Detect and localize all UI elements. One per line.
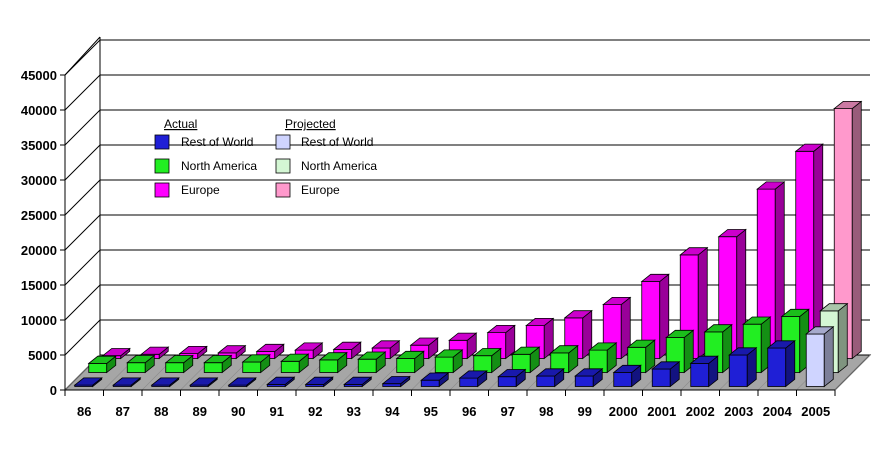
y-tick-label: 20000	[21, 243, 57, 258]
bar-rest-of-world-2003	[728, 346, 758, 388]
x-tick-label: 97	[501, 404, 515, 419]
y-tick-label: 45000	[21, 68, 57, 83]
bar-rest-of-world-92	[304, 376, 334, 388]
bar-north-america-96	[472, 347, 502, 374]
x-tick-label: 96	[462, 404, 476, 419]
x-tick-label: 92	[308, 404, 322, 419]
legend-swatch-actual	[154, 182, 170, 198]
bar-rest-of-world-2002	[689, 355, 719, 388]
bar-north-america-95	[434, 349, 464, 374]
bar-rest-of-world-96	[458, 370, 488, 388]
bar-north-america-86	[87, 355, 117, 374]
bar-north-america-90	[241, 353, 271, 374]
legend-swatch-projected	[275, 182, 291, 198]
bar-north-america-92	[318, 351, 348, 374]
bar-north-america-89	[203, 354, 233, 374]
x-tick-label: 91	[270, 404, 284, 419]
legend-actual-header: Actual	[164, 117, 197, 131]
bar-rest-of-world-89	[189, 377, 219, 388]
x-tick-label: 90	[231, 404, 245, 419]
legend-label-projected: North America	[301, 159, 377, 173]
bar-rest-of-world-99	[574, 367, 604, 388]
bar-rest-of-world-90	[227, 377, 257, 388]
x-tick-label: 2002	[686, 404, 715, 419]
legend-label-projected: Rest of World	[301, 135, 373, 149]
x-tick-label: 93	[347, 404, 361, 419]
bar-north-america-97	[511, 346, 541, 374]
legend-label-actual: North America	[181, 159, 257, 173]
bar-rest-of-world-2005	[805, 325, 835, 388]
x-tick-label: 2004	[763, 404, 793, 419]
y-axis: 0 5000 10000 15000 20000 25000 30000 35000 40000…	[21, 68, 66, 398]
bar-rest-of-world-91	[266, 376, 296, 388]
x-tick-label: 94	[385, 404, 400, 419]
bar-rest-of-world-93	[343, 376, 373, 388]
bar-rest-of-world-86	[73, 377, 103, 388]
bar-rest-of-world-88	[150, 377, 180, 388]
y-tick-label: 15000	[21, 278, 57, 293]
legend-swatch-actual	[154, 158, 170, 174]
bar-north-america-94	[395, 350, 425, 374]
y-tick-label: 40000	[21, 103, 57, 118]
bar-north-america-98	[549, 344, 579, 374]
x-tick-label: 87	[116, 404, 130, 419]
x-tick-label: 89	[193, 404, 207, 419]
bar-europe-96	[486, 324, 516, 360]
y-tick-label: 30000	[21, 173, 57, 188]
x-tick-label: 2001	[647, 404, 676, 419]
x-tick-label: 99	[578, 404, 592, 419]
legend-swatch-actual	[154, 134, 170, 150]
x-tick-label: 95	[424, 404, 438, 419]
bar-europe-2004	[794, 143, 824, 360]
bar-north-america-91	[280, 353, 310, 374]
bar-rest-of-world-94	[381, 375, 411, 388]
bar-rest-of-world-87	[112, 377, 142, 388]
bar-rest-of-world-97	[497, 368, 527, 388]
x-tick-label: 2000	[609, 404, 638, 419]
bar-north-america-87	[126, 354, 156, 374]
bar-north-america-88	[164, 354, 194, 374]
y-tick-label: 25000	[21, 208, 57, 223]
x-tick-label: 2005	[801, 404, 830, 419]
x-tick-label: 86	[77, 404, 91, 419]
y-tick-label: 35000	[21, 138, 57, 153]
bar-north-america-99	[588, 342, 618, 374]
legend-swatch-projected	[275, 134, 291, 150]
legend-projected-header: Projected	[285, 117, 336, 131]
bar-rest-of-world-98	[535, 367, 565, 388]
bar-rest-of-world-2004	[766, 339, 796, 388]
x-tick-label: 88	[154, 404, 168, 419]
bar-north-america-93	[357, 351, 387, 374]
bar-europe-2003	[756, 181, 786, 360]
bar-europe-2005	[833, 100, 863, 360]
y-tick-label: 10000	[21, 313, 57, 328]
y-tick-label: 0	[50, 383, 57, 398]
y-tick-label: 5000	[28, 348, 57, 363]
x-tick-label: 98	[539, 404, 553, 419]
legend: Actual Projected Rest of World North Amer…	[154, 117, 377, 198]
legend-swatch-projected	[275, 158, 291, 174]
bars	[73, 100, 863, 388]
bar-rest-of-world-95	[420, 372, 450, 388]
bar-rest-of-world-2001	[651, 360, 681, 388]
legend-label-actual: Rest of World	[181, 135, 253, 149]
x-tick-label: 2003	[724, 404, 753, 419]
bar-rest-of-world-2000	[612, 364, 642, 388]
legend-label-projected: Europe	[301, 183, 340, 197]
legend-label-actual: Europe	[181, 183, 220, 197]
x-axis: 86 87 88 89 90 91 92 93 94 95 96 97 98 99 2000 2001 2002…	[64, 389, 836, 419]
